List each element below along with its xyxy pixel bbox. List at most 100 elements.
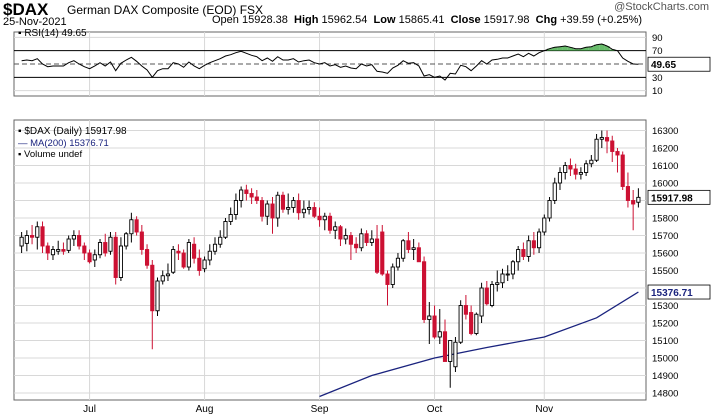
low-value: 15865.41 [398, 14, 445, 26]
candle [165, 263, 171, 281]
candle [275, 191, 280, 227]
candle-body [45, 245, 50, 254]
close-price-tag-box [647, 189, 711, 205]
candle-body [578, 172, 583, 175]
candle [103, 233, 108, 257]
rsi-overbought-fill [583, 47, 589, 51]
candle-body [432, 315, 437, 338]
candle-body [275, 194, 280, 219]
candle [82, 242, 87, 260]
open-value: 15928.38 [241, 14, 288, 26]
rsi-overbought-fill [552, 47, 558, 51]
close-price-tag-text: 15917.98 [651, 193, 693, 204]
candle-body [301, 208, 306, 214]
candle-body [584, 163, 589, 173]
low-label: Low [373, 14, 396, 26]
candle [254, 190, 259, 204]
candle-body [489, 284, 495, 306]
candle-body [563, 165, 568, 173]
candle-body [77, 235, 82, 247]
month-tick-label: Aug [196, 404, 214, 415]
high-label: High [294, 14, 319, 26]
ma200-line [319, 291, 639, 398]
candle-body [453, 341, 458, 368]
candle [66, 235, 71, 253]
candle [505, 265, 510, 281]
month-tick-label: Sep [311, 404, 329, 415]
candle [129, 212, 134, 243]
candle-body [380, 231, 385, 275]
price-tick-label: 15200 [652, 319, 678, 330]
candle-body [422, 261, 427, 320]
candle-body [202, 259, 207, 270]
candle-body [359, 233, 364, 249]
candle-body [374, 238, 380, 273]
candle-body [620, 154, 625, 187]
price-tick-label: 16000 [652, 179, 678, 190]
price-tick-label: 15500 [652, 266, 678, 277]
candle-body [40, 226, 45, 247]
rsi-overbought-fill [557, 46, 563, 51]
candle [380, 225, 385, 276]
candle [233, 193, 238, 220]
month-tick-label: Jul [83, 404, 96, 415]
candle [369, 230, 374, 246]
candle-body [537, 231, 542, 249]
candle [432, 305, 437, 339]
candle-body [160, 275, 165, 282]
candle-body [327, 215, 333, 231]
candle-body [474, 313, 479, 334]
price-frame [13, 119, 647, 401]
candle-body [343, 235, 348, 240]
candle [144, 244, 150, 269]
candle [495, 270, 500, 292]
candle-body [521, 249, 526, 257]
candle [139, 225, 144, 255]
candle [296, 193, 301, 220]
candle [547, 197, 552, 222]
candle-body [113, 236, 118, 278]
candle-body [223, 221, 228, 238]
candle-body [19, 236, 24, 247]
candle-body [469, 312, 474, 334]
candle [442, 319, 448, 362]
rsi-panel [13, 31, 647, 97]
rsi-overbought-fill [567, 47, 574, 51]
rsi-tick-label: 10 [652, 86, 663, 97]
candle-body [296, 200, 301, 214]
candle [87, 249, 92, 264]
candle-body [479, 287, 484, 317]
candle-body [317, 215, 322, 221]
candle-body [547, 200, 552, 219]
candle [537, 228, 542, 253]
candle [573, 163, 578, 180]
candle-body [406, 240, 411, 250]
candle [531, 232, 536, 255]
price-legend: ▪ $DAX (Daily) 15917.98 [18, 126, 127, 137]
candle [636, 188, 641, 208]
rsi-overbought-fill [578, 48, 584, 51]
candle [113, 232, 118, 285]
candle [317, 207, 322, 227]
ohlc-summary: Open 15928.38 High 15962.54 Low 15865.41… [212, 14, 642, 26]
candle-body [207, 250, 212, 261]
candle-body [364, 233, 369, 243]
rsi-value-tag-box [647, 56, 711, 72]
candle [406, 232, 411, 253]
candle-body [124, 233, 129, 247]
candle-body [56, 249, 61, 252]
candle-body [97, 242, 103, 256]
candle [56, 240, 61, 255]
price-tick-label: 14900 [652, 371, 678, 382]
candle [19, 232, 24, 253]
rsi-tick-label: 90 [652, 33, 663, 44]
candle-body [71, 235, 76, 240]
candle [589, 155, 594, 168]
candle-body [144, 249, 150, 266]
candle [364, 230, 369, 246]
rsi-overbought-fill [604, 46, 610, 51]
candle-body [50, 249, 56, 256]
candle-body [463, 305, 468, 315]
candle [77, 230, 82, 250]
price-tick-label: 15600 [652, 249, 678, 260]
